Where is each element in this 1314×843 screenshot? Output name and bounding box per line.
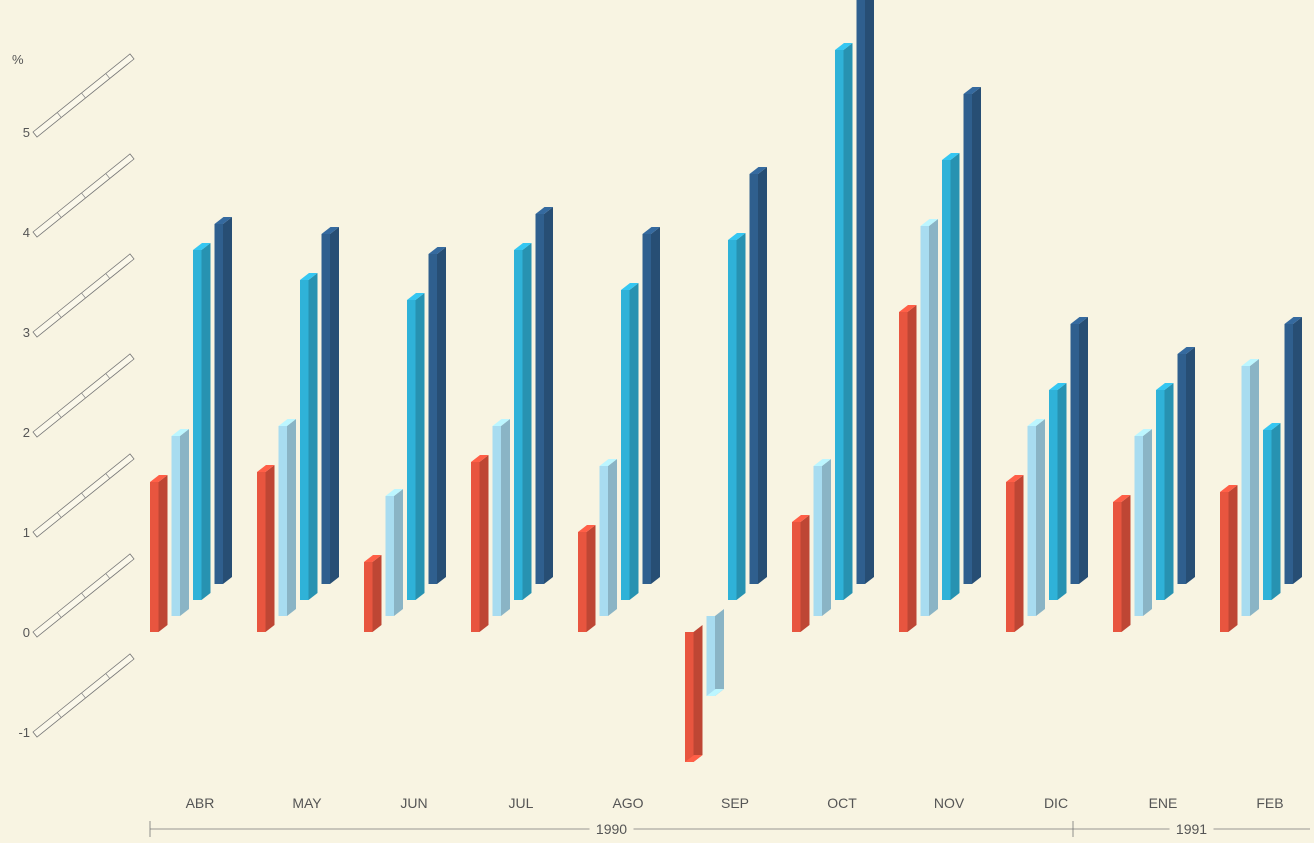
bar-series-1	[1006, 475, 1024, 632]
bar-group-abr	[150, 217, 232, 632]
x-tick-label: ENE	[1149, 795, 1178, 811]
bar-series-4	[963, 87, 981, 584]
bar-group-dic	[1006, 317, 1088, 632]
bar-series-4	[214, 217, 232, 584]
x-tick-label: AGO	[612, 795, 643, 811]
bar-series-2	[1241, 359, 1259, 616]
y-tick-label: 3	[23, 325, 30, 340]
bar-series-4	[749, 167, 767, 584]
bar-group-jul	[471, 207, 553, 632]
year-bracket-1991: 1991	[1072, 821, 1310, 837]
bar-series-3	[300, 273, 318, 600]
bar-series-2	[599, 459, 617, 616]
year-label: 1990	[596, 821, 627, 837]
y-ruler-segment	[32, 253, 135, 338]
y-axis: % 5 4 3 2 1 0 -1	[12, 52, 135, 740]
bar-series-2	[813, 459, 831, 616]
bar-series-3	[942, 153, 960, 600]
bar-series-1	[685, 625, 703, 762]
bar-series-1	[150, 475, 168, 632]
bar-series-2	[706, 609, 724, 696]
bar-series-3	[728, 233, 746, 600]
bar-series-4	[1284, 317, 1302, 584]
bar-series-3	[1156, 383, 1174, 600]
y-ruler-segment	[32, 153, 135, 238]
bar-series-1	[899, 305, 917, 632]
bar-group-ago	[578, 227, 660, 632]
y-tick-label: 5	[23, 125, 30, 140]
year-bracket-1990: 1990	[149, 821, 1073, 837]
bar-series-3	[193, 243, 211, 600]
bar-series-2	[920, 219, 938, 616]
bar-series-3	[1263, 423, 1281, 600]
y-ruler-segment	[32, 53, 135, 138]
bar-series-4	[642, 227, 660, 584]
bar-group-oct	[792, 0, 874, 632]
bar-series-4	[321, 227, 339, 584]
bar-group-sep	[685, 167, 767, 762]
bar-series-3	[1049, 383, 1067, 600]
x-tick-label: NOV	[934, 795, 965, 811]
y-ruler-segment	[32, 553, 135, 638]
x-tick-label: JUL	[509, 795, 534, 811]
bar-series-4	[1177, 347, 1195, 584]
bar-series-1	[1113, 495, 1131, 632]
bar-series-3	[835, 43, 853, 600]
x-tick-label: OCT	[827, 795, 857, 811]
bars	[150, 0, 1302, 762]
bar-series-1	[257, 465, 275, 632]
bar-group-feb	[1220, 317, 1302, 632]
bar-series-4	[1070, 317, 1088, 584]
bar-series-2	[1027, 419, 1045, 616]
bar-series-3	[514, 243, 532, 600]
x-tick-label: SEP	[721, 795, 749, 811]
bar-group-nov	[899, 87, 981, 632]
bar-series-4	[535, 207, 553, 584]
bar-series-3	[621, 283, 639, 600]
y-tick-label: 0	[23, 625, 30, 640]
bar-series-2	[492, 419, 510, 616]
year-label: 1991	[1176, 821, 1207, 837]
bar-series-1	[471, 455, 489, 632]
bar-group-jun	[364, 247, 446, 632]
bar-series-1	[792, 515, 810, 632]
x-tick-label: MAY	[292, 795, 322, 811]
x-tick-label: DIC	[1044, 795, 1068, 811]
bar-series-4	[856, 0, 874, 584]
bar-series-2	[1134, 429, 1152, 616]
bar-series-1	[578, 525, 596, 632]
y-ruler-segment	[32, 653, 135, 738]
bar-series-4	[428, 247, 446, 584]
bar-series-2	[171, 429, 189, 616]
y-tick-label: 4	[23, 225, 30, 240]
y-axis-unit: %	[12, 52, 24, 67]
x-tick-label: JUN	[400, 795, 427, 811]
bar-series-2	[278, 419, 296, 616]
x-tick-label: FEB	[1256, 795, 1283, 811]
x-axis: ABR MAY JUN JUL AGO SEP OCT NOV DIC ENE FEB 1990 199…	[149, 795, 1310, 837]
x-tick-label: ABR	[186, 795, 215, 811]
y-tick-label: -1	[18, 725, 30, 740]
bar-group-may	[257, 227, 339, 632]
bar-group-ene	[1113, 347, 1195, 632]
bar-series-1	[364, 555, 382, 632]
bar-series-3	[407, 293, 425, 600]
y-tick-label: 2	[23, 425, 30, 440]
y-ruler-segment	[32, 453, 135, 538]
y-tick-label: 1	[23, 525, 30, 540]
bar-series-1	[1220, 485, 1238, 632]
y-ruler-segment	[32, 353, 135, 438]
bar-series-2	[385, 489, 403, 616]
